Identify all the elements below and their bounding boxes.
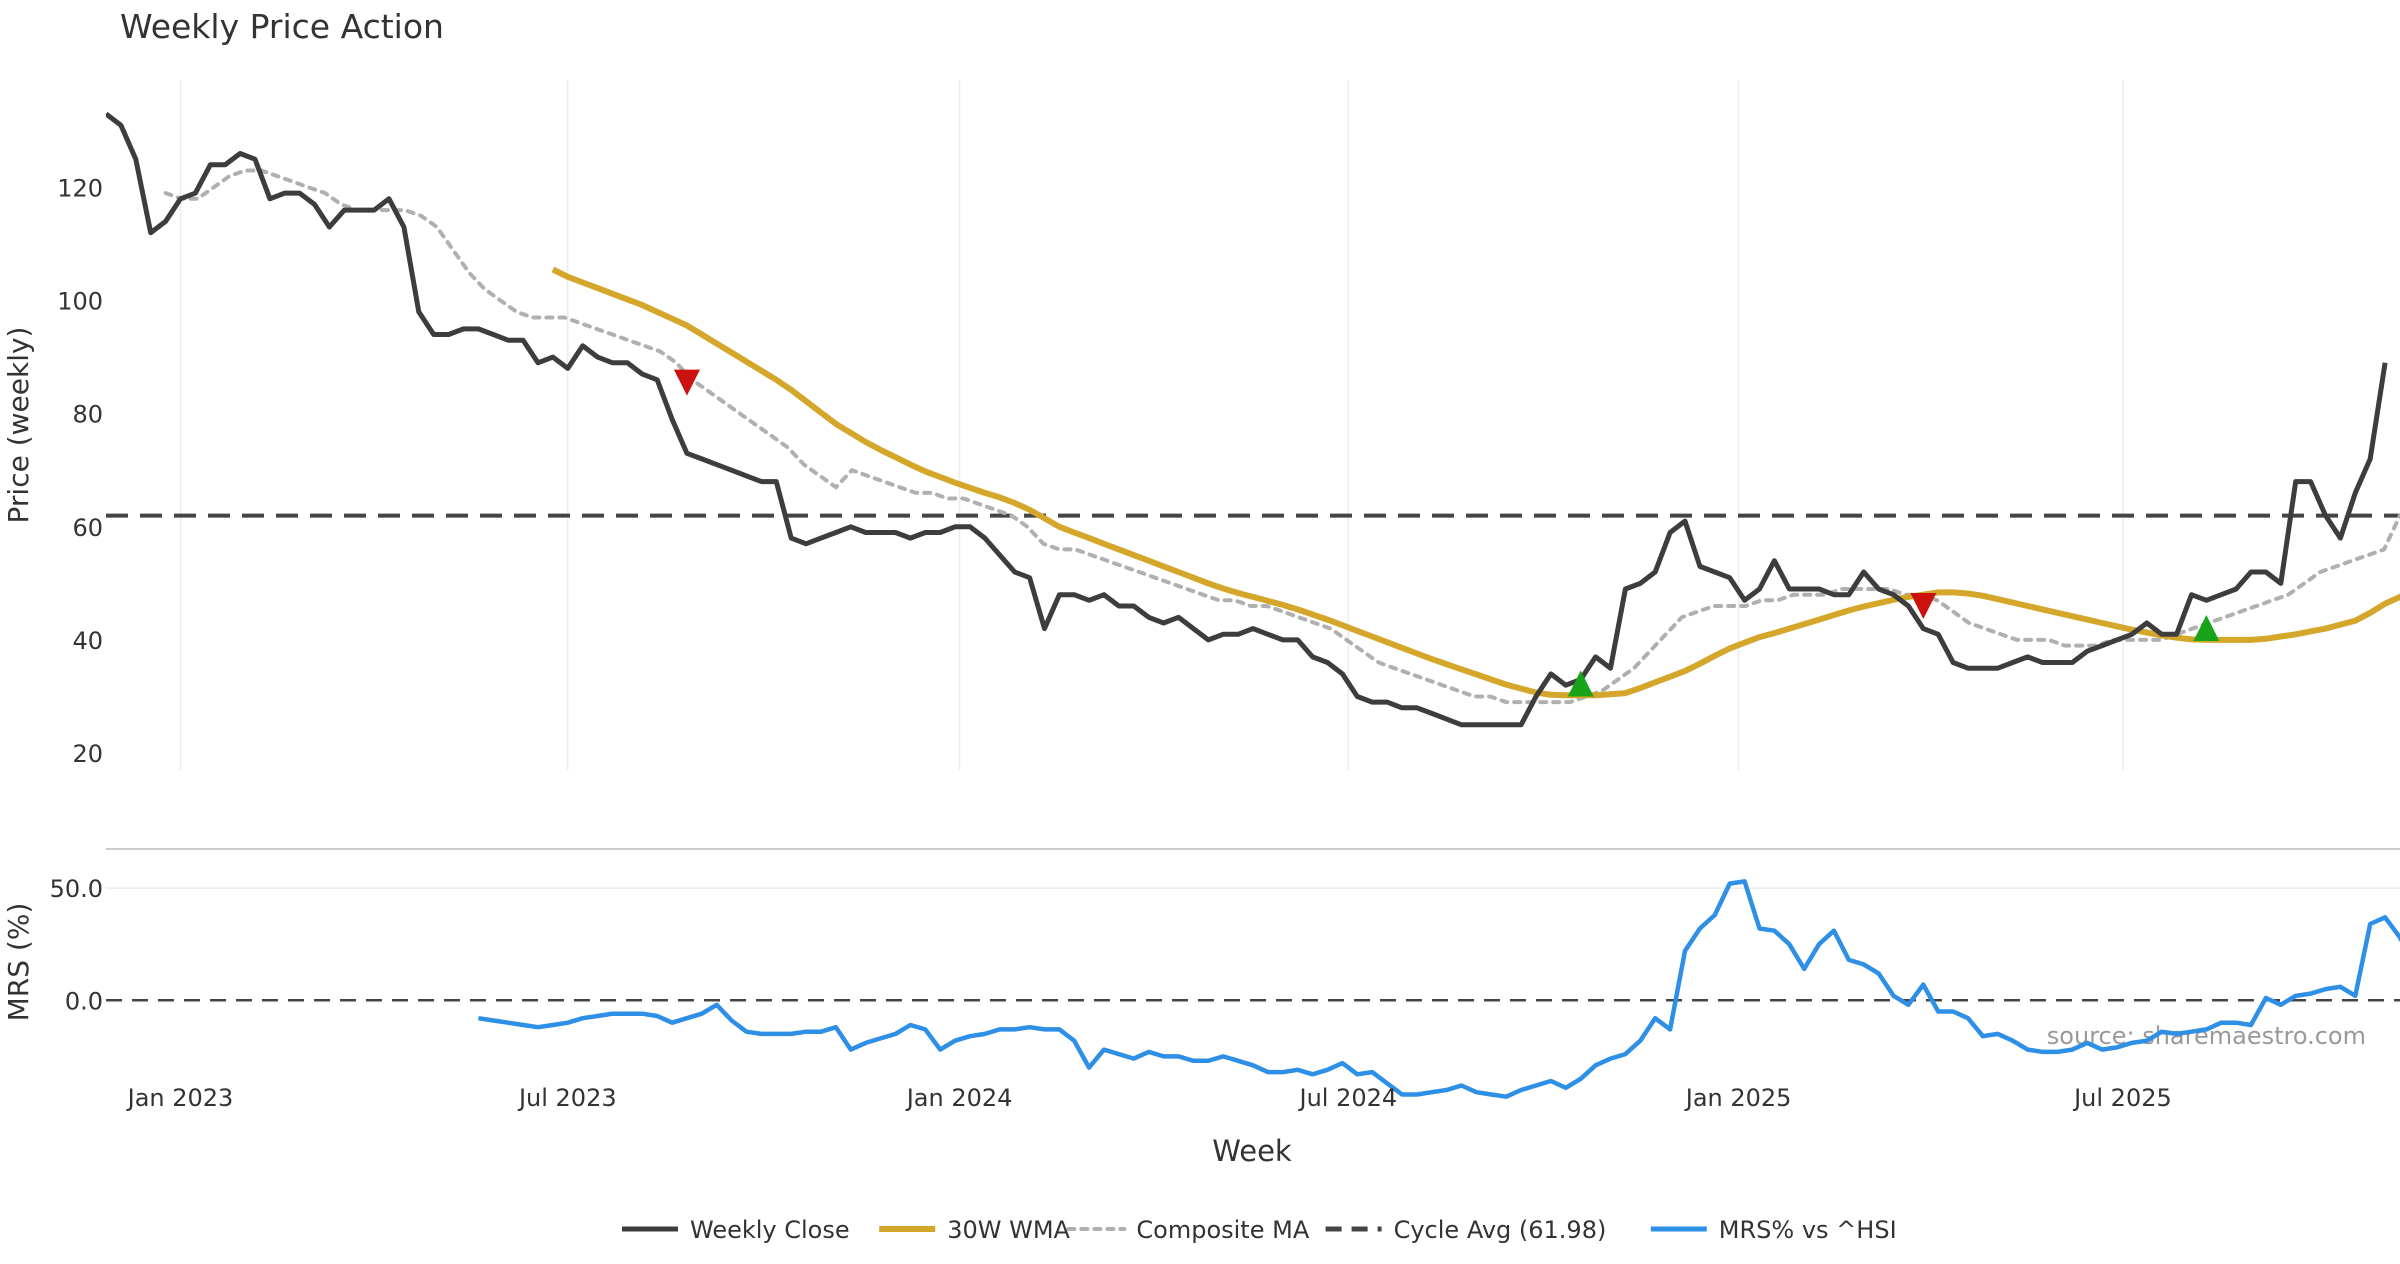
legend-label-cycle: Cycle Avg (61.98) bbox=[1394, 1216, 1607, 1244]
price-y-tick-label: 100 bbox=[57, 288, 103, 316]
wma-30w-line bbox=[551, 266, 2400, 699]
composite-ma-line bbox=[163, 168, 2400, 705]
mrs-y-axis-label: MRS (%) bbox=[2, 903, 35, 1022]
x-axis-label: Week bbox=[1212, 1134, 1292, 1168]
sell-signal-marker bbox=[1910, 592, 1937, 619]
mrs-y-tick-label: 0.0 bbox=[65, 987, 103, 1015]
x-tick-label: Jul 2025 bbox=[2072, 1084, 2172, 1112]
price-y-tick-label: 40 bbox=[72, 627, 103, 655]
source-attribution: source: sharemaestro.com bbox=[2047, 1022, 2366, 1050]
legend-label-close: Weekly Close bbox=[690, 1216, 850, 1244]
buy-signal-marker bbox=[2193, 615, 2220, 642]
chart-title: Weekly Price Action bbox=[120, 7, 444, 46]
mrs-y-tick-label: 50.0 bbox=[50, 875, 103, 903]
legend-label-mrs: MRS% vs ^HSI bbox=[1719, 1216, 1897, 1244]
x-tick-label: Jul 2023 bbox=[517, 1084, 617, 1112]
legend-label-wma: 30W WMA bbox=[947, 1216, 1070, 1244]
buy-signal-marker bbox=[1567, 670, 1594, 697]
weekly-close-line bbox=[106, 111, 2388, 728]
price-y-axis-label: Price (weekly) bbox=[2, 327, 35, 524]
legend-label-composite: Composite MA bbox=[1136, 1216, 1309, 1244]
x-tick-label: Jan 2024 bbox=[905, 1084, 1013, 1112]
x-tick-label: Jan 2023 bbox=[126, 1084, 234, 1112]
mrs-line bbox=[478, 879, 2400, 1099]
x-tick-label: Jul 2024 bbox=[1297, 1084, 1397, 1112]
price-y-tick-label: 60 bbox=[72, 514, 103, 542]
legend: Weekly Close 30W WMA Composite MA Cycle Avg… bbox=[622, 1216, 1897, 1244]
price-y-tick-label: 20 bbox=[72, 740, 103, 768]
x-tick-label: Jan 2025 bbox=[1684, 1084, 1792, 1112]
price-y-tick-label: 80 bbox=[72, 401, 103, 429]
sell-signal-marker bbox=[673, 369, 700, 396]
price-y-tick-label: 120 bbox=[57, 174, 103, 202]
